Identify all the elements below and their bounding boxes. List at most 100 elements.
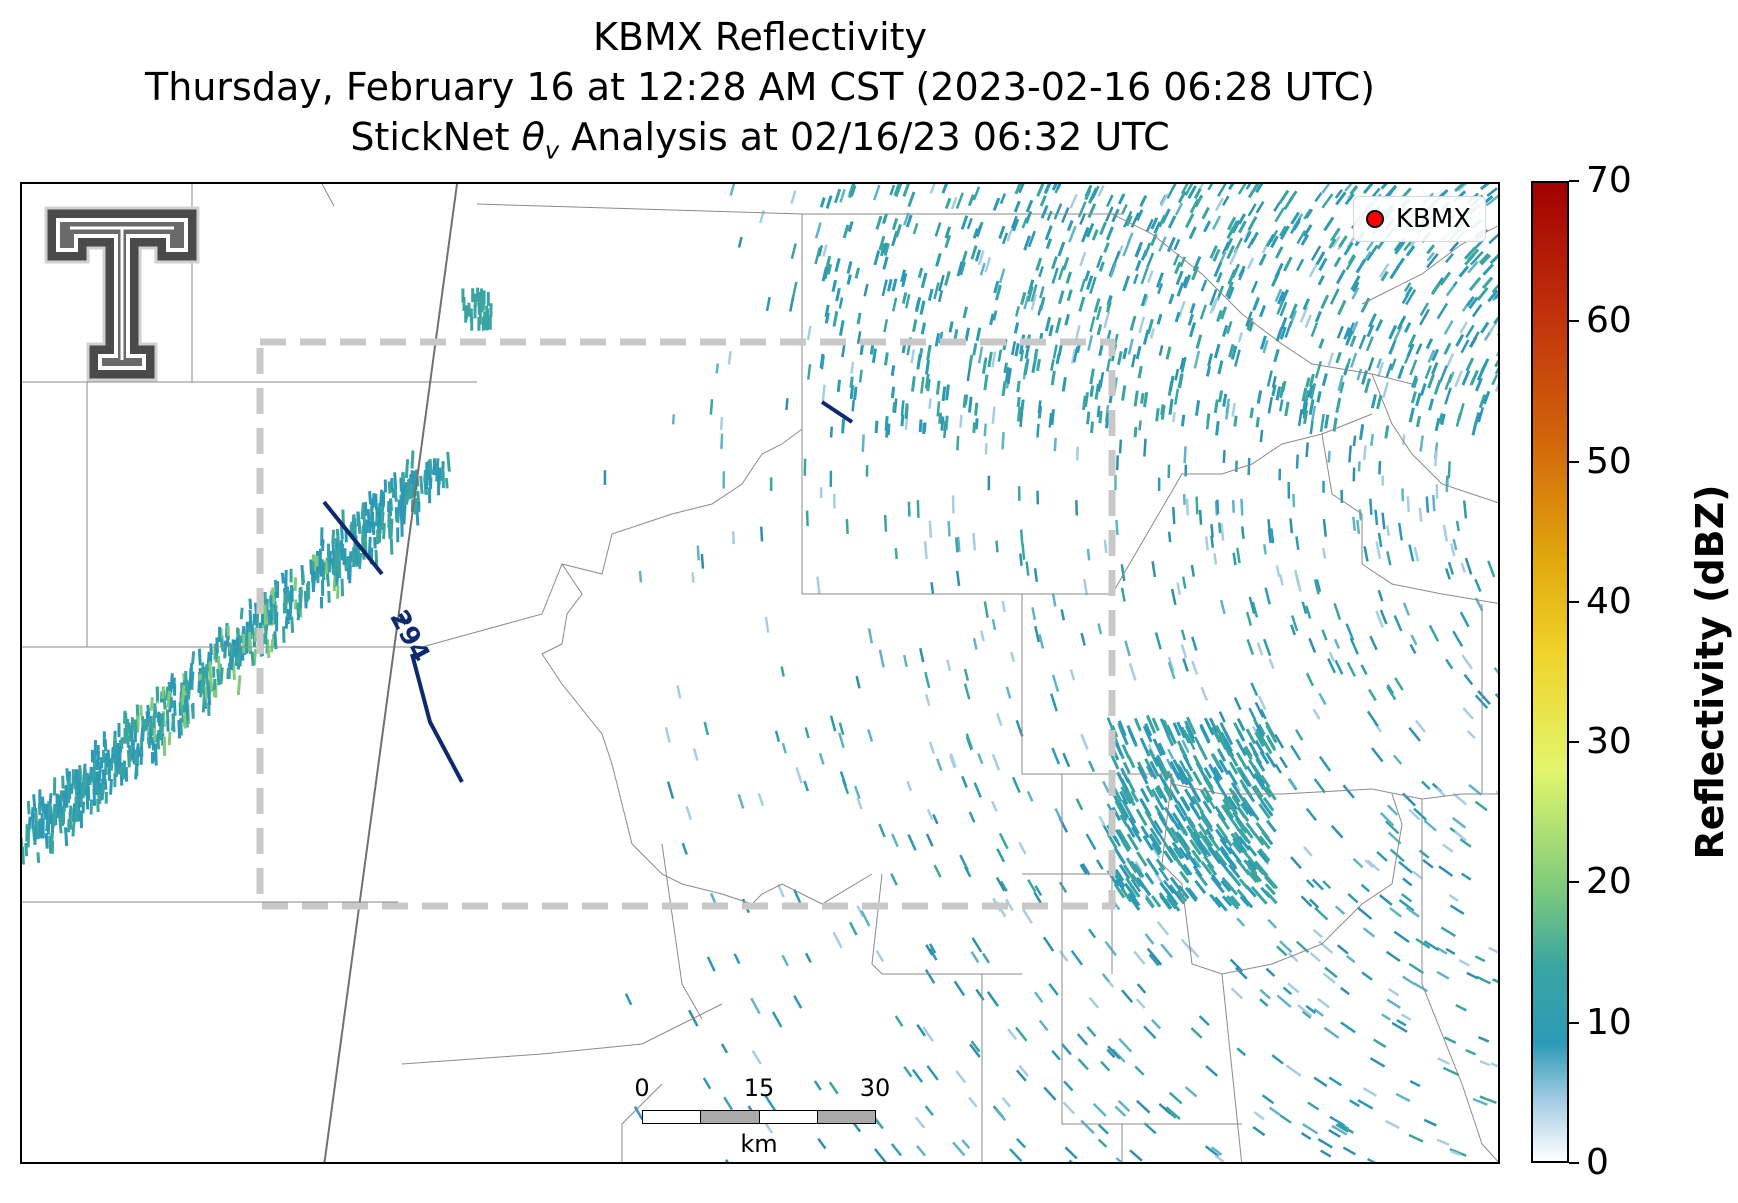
echo-gate (715, 363, 720, 374)
echo-gate (1393, 325, 1403, 341)
echo-gate (875, 215, 883, 230)
echo-gate (1236, 717, 1246, 732)
echo-gate (700, 553, 705, 569)
echo-gate (1222, 393, 1228, 407)
echo-gate (1440, 926, 1456, 938)
echo-gate (1409, 643, 1417, 655)
echo-gate (1318, 755, 1332, 772)
echo-gate (938, 412, 943, 424)
echo-gate (1427, 373, 1435, 389)
echo-gate (212, 678, 217, 691)
echo-gate (1413, 807, 1428, 821)
echo-gate (1250, 682, 1259, 697)
echo-gate (847, 220, 854, 233)
echo-gate (1093, 298, 1101, 313)
echo-gate (282, 626, 286, 643)
echo-gate (974, 402, 979, 416)
echo-gate (1157, 742, 1166, 756)
legend-label: KBMX (1395, 204, 1471, 234)
echo-gate (1166, 827, 1179, 844)
echo-gate (1370, 394, 1377, 409)
echo-gate (473, 293, 477, 308)
echo-gate (934, 222, 942, 237)
echo-gate (1274, 763, 1283, 774)
scale-tick-label: 30 (859, 1074, 891, 1102)
radar-map[interactable]: 294 KBMX 0 15 30 km (20, 182, 1500, 1164)
echo-gate (996, 848, 1006, 863)
echo-gate (1179, 357, 1185, 370)
echo-gate (284, 577, 288, 593)
echo-gate (1159, 193, 1169, 207)
echo-gate (790, 190, 797, 205)
colorbar-tick-label: 70 (1586, 160, 1632, 201)
echo-gate (1099, 221, 1108, 235)
echo-gate (1077, 1058, 1089, 1071)
echo-gate (22, 838, 24, 855)
echo-gate (975, 327, 982, 342)
echo-gate (75, 769, 80, 790)
echo-gate (1314, 192, 1323, 203)
echo-gate (1065, 271, 1073, 284)
echo-gate (1173, 238, 1181, 251)
echo-gate (396, 507, 401, 524)
echo-gate (1376, 358, 1383, 369)
echo-gate (377, 526, 382, 543)
echo-gate (1442, 1066, 1460, 1077)
echo-gate (1174, 202, 1184, 216)
echo-gate (1026, 790, 1034, 802)
echo-gate (1228, 343, 1235, 358)
echo-gate (159, 726, 163, 741)
echo-gate (916, 1024, 926, 1037)
echo-gate (435, 464, 439, 482)
echo-gate (1144, 872, 1155, 885)
echo-gate (1408, 808, 1421, 821)
echo-gate (1485, 193, 1498, 207)
echo-gate (71, 820, 76, 837)
echo-gate (795, 767, 803, 784)
county-line (1221, 973, 1243, 1162)
echo-gate (719, 416, 724, 430)
county-line (1391, 793, 1403, 885)
echo-gate (1287, 982, 1300, 994)
echo-gate (1087, 335, 1094, 351)
echo-gate (1012, 218, 1020, 232)
echo-gate (1158, 867, 1170, 882)
echo-gate (269, 595, 273, 607)
echo-gate (1241, 801, 1254, 817)
echo-gate (1265, 724, 1278, 744)
echo-gate (1335, 269, 1346, 285)
echo-gate (1414, 719, 1426, 733)
echo-gate (34, 808, 39, 828)
echo-gate (977, 250, 985, 266)
echo-gate (1239, 779, 1253, 798)
echo-gate (1494, 360, 1498, 375)
echo-gate (1451, 816, 1467, 829)
echo-gate (1061, 207, 1070, 223)
echo-gate (1225, 281, 1234, 298)
echo-gate (1075, 798, 1084, 811)
echo-gate (793, 994, 803, 1009)
echo-gate (1406, 496, 1411, 512)
echo-gate (1247, 216, 1258, 231)
echo-gate (1255, 775, 1266, 788)
echo-gate (1211, 726, 1222, 743)
scale-tick-label: 0 (634, 1074, 650, 1102)
echo-gate (1091, 229, 1099, 241)
echo-gate (894, 548, 898, 560)
echo-gate (1435, 787, 1446, 797)
echo-gate (310, 569, 315, 583)
echo-gate (1305, 807, 1318, 822)
echo-gate (1428, 624, 1440, 642)
echo-gate (1167, 464, 1171, 479)
echo-gate (1495, 340, 1498, 357)
echo-gate (883, 319, 889, 333)
echo-gate (268, 610, 273, 625)
echo-gate (1335, 1123, 1349, 1133)
echo-gate (1121, 744, 1131, 759)
echo-gate (826, 263, 833, 275)
echo-gate (1139, 797, 1151, 815)
echo-gate (696, 545, 700, 561)
title-line-1: KBMX Reflectivity (592, 15, 928, 59)
echo-gate (940, 416, 945, 431)
echo-gate (1240, 796, 1250, 809)
